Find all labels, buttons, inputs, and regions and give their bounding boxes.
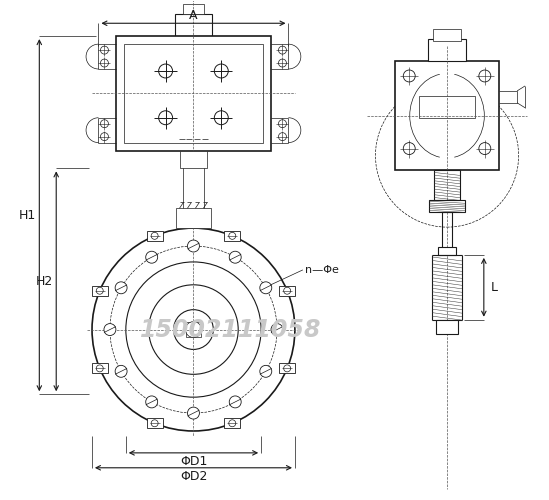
- Circle shape: [479, 142, 491, 154]
- Bar: [225, 418, 240, 428]
- Circle shape: [96, 365, 103, 372]
- Circle shape: [100, 46, 109, 54]
- Circle shape: [151, 232, 158, 239]
- Circle shape: [214, 64, 228, 78]
- Circle shape: [100, 132, 109, 140]
- Text: H2: H2: [36, 275, 53, 288]
- Circle shape: [229, 232, 236, 239]
- Circle shape: [115, 366, 127, 378]
- Bar: [225, 231, 240, 241]
- Circle shape: [229, 396, 241, 408]
- Text: n—Φe: n—Φe: [305, 265, 339, 275]
- Circle shape: [159, 111, 172, 124]
- Circle shape: [186, 322, 201, 338]
- Circle shape: [229, 251, 241, 263]
- Text: ΦD2: ΦD2: [180, 470, 207, 483]
- Bar: [436, 320, 458, 334]
- Bar: [438, 247, 456, 255]
- Circle shape: [104, 324, 116, 336]
- Circle shape: [284, 365, 290, 372]
- Circle shape: [278, 132, 287, 140]
- Circle shape: [151, 420, 158, 426]
- Bar: [429, 200, 465, 212]
- Bar: [92, 364, 108, 374]
- Circle shape: [173, 310, 214, 350]
- Circle shape: [278, 46, 287, 54]
- Bar: [147, 418, 163, 428]
- Bar: [175, 14, 212, 36]
- Circle shape: [271, 324, 283, 336]
- Bar: [92, 286, 108, 296]
- Circle shape: [92, 228, 295, 431]
- Circle shape: [229, 420, 236, 426]
- Circle shape: [404, 142, 415, 154]
- Circle shape: [260, 366, 272, 378]
- Circle shape: [96, 288, 103, 294]
- Circle shape: [479, 70, 491, 82]
- Bar: [428, 39, 466, 61]
- Bar: [116, 36, 271, 150]
- Bar: [180, 150, 208, 168]
- Bar: [186, 322, 201, 337]
- Circle shape: [278, 120, 287, 128]
- Text: A: A: [189, 9, 198, 22]
- Text: ΦD1: ΦD1: [180, 456, 207, 468]
- Bar: [433, 29, 461, 41]
- Bar: [182, 4, 204, 15]
- Circle shape: [145, 396, 158, 408]
- Text: 15002111058: 15002111058: [139, 318, 321, 342]
- Circle shape: [214, 111, 228, 124]
- Bar: [124, 44, 262, 142]
- Circle shape: [260, 282, 272, 294]
- Circle shape: [115, 282, 127, 294]
- Circle shape: [284, 288, 290, 294]
- Text: L: L: [490, 281, 497, 294]
- Bar: [395, 61, 499, 170]
- Circle shape: [188, 240, 199, 252]
- Circle shape: [159, 64, 172, 78]
- Circle shape: [404, 70, 415, 82]
- Bar: [499, 91, 517, 103]
- Circle shape: [188, 407, 199, 419]
- Bar: [279, 286, 295, 296]
- Circle shape: [100, 120, 109, 128]
- Text: H1: H1: [19, 208, 36, 222]
- Bar: [279, 364, 295, 374]
- Circle shape: [126, 262, 261, 397]
- Circle shape: [100, 59, 109, 67]
- Bar: [419, 96, 475, 118]
- Circle shape: [149, 285, 238, 374]
- Circle shape: [145, 251, 158, 263]
- Bar: [176, 208, 211, 228]
- Circle shape: [278, 59, 287, 67]
- Bar: [147, 231, 163, 241]
